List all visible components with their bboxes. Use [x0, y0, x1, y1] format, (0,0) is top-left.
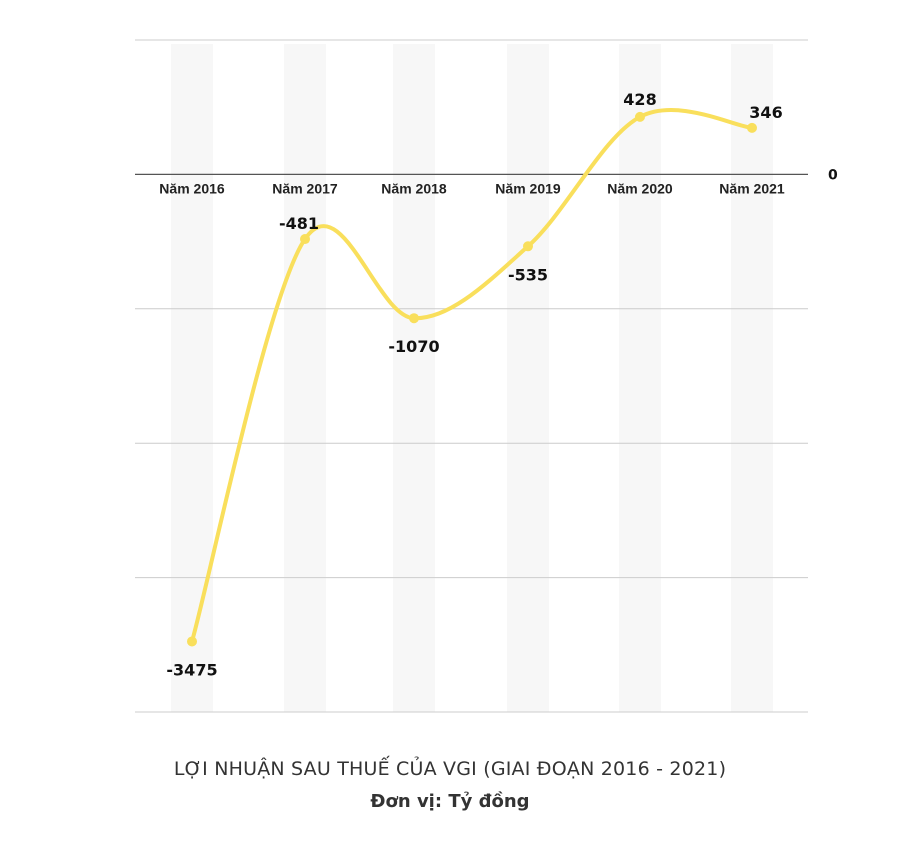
- chart-unit: Đơn vị: Tỷ đồng: [370, 791, 530, 812]
- data-points: [187, 111, 757, 647]
- category-band: [393, 44, 435, 712]
- data-label: -1070: [388, 337, 439, 356]
- data-labels: -3475 -481 -1070 -535 428 346: [166, 90, 782, 680]
- data-point: [747, 122, 757, 133]
- data-point: [187, 636, 197, 647]
- category-label: Năm 2016: [159, 180, 225, 196]
- category-band: [507, 44, 549, 712]
- data-label: -481: [279, 214, 319, 233]
- category-label: Năm 2019: [495, 180, 561, 196]
- gridlines: [135, 39, 808, 713]
- category-bands: [171, 44, 773, 712]
- data-point: [409, 313, 419, 324]
- data-label: 428: [623, 90, 656, 109]
- category-labels: Năm 2016 Năm 2017 Năm 2018 Năm 2019 Năm 2020…: [159, 180, 785, 196]
- category-band: [171, 44, 213, 712]
- category-label: Năm 2021: [719, 180, 785, 196]
- category-band: [619, 44, 661, 712]
- line-chart: Năm 2016 Năm 2017 Năm 2018 Năm 2019 Năm 2020…: [135, 39, 838, 713]
- chart-title: LỢI NHUẬN SAU THUẾ CỦA VGI (GIAI ĐOẠN 20…: [173, 758, 727, 780]
- data-label: -3475: [166, 660, 217, 679]
- category-band: [731, 44, 773, 712]
- zero-axis-label: 0: [828, 167, 838, 183]
- category-label: Năm 2018: [381, 180, 447, 196]
- data-label: 346: [749, 103, 782, 122]
- data-label: -535: [508, 265, 548, 284]
- data-point: [635, 111, 645, 122]
- category-label: Năm 2017: [272, 180, 338, 196]
- data-point: [300, 234, 310, 245]
- category-band: [284, 44, 326, 712]
- category-label: Năm 2020: [607, 180, 673, 196]
- data-point: [523, 241, 533, 252]
